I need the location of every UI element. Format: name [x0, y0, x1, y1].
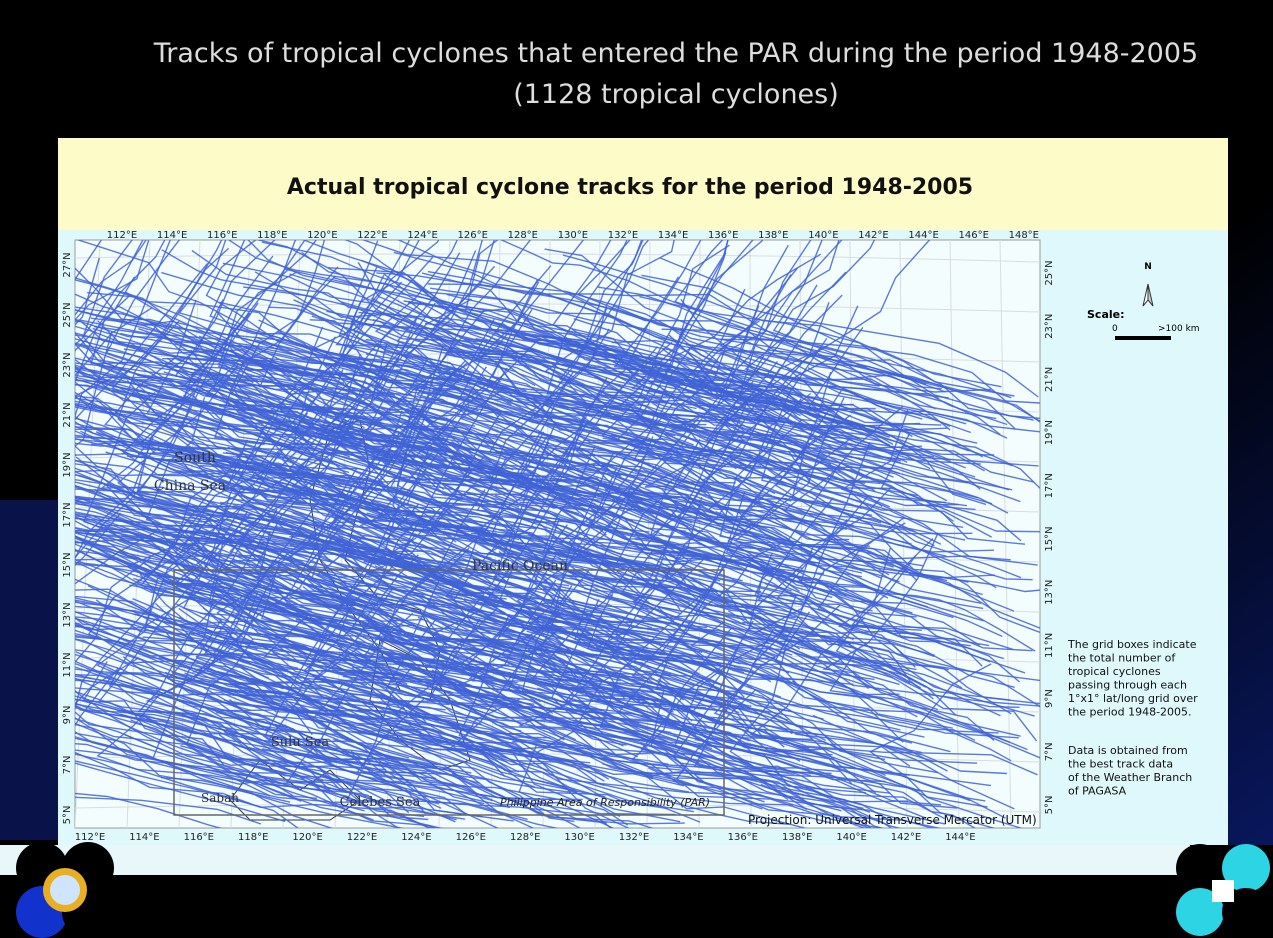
- top-longitude: 138°E: [758, 230, 788, 241]
- left-latitude: 21°N: [62, 402, 73, 427]
- projection: Projection: Universal Transverse Mercato…: [748, 813, 1037, 827]
- note-line: Data is obtained from: [1068, 744, 1188, 757]
- note-line: The grid boxes indicate: [1067, 638, 1197, 651]
- place-label: Celebes Sea: [340, 795, 421, 810]
- place-label: China Sea: [154, 478, 226, 494]
- top-longitude: 130°E: [558, 230, 588, 241]
- left-latitude: 15°N: [62, 552, 73, 577]
- top-longitude: 118°E: [257, 230, 287, 241]
- note-line: the period 1948-2005.: [1068, 706, 1192, 719]
- right-latitude: 11°N: [1044, 633, 1055, 658]
- bottom-longitude: 130°E: [564, 832, 594, 843]
- bottom-longitude: 114°E: [129, 832, 159, 843]
- left-latitude: 17°N: [62, 502, 73, 527]
- top-longitude: 134°E: [658, 230, 688, 241]
- right-latitude: 21°N: [1044, 367, 1055, 392]
- left-latitude: 13°N: [62, 602, 73, 627]
- left-latitude: 23°N: [62, 352, 73, 377]
- left-latitude: 25°N: [62, 302, 73, 327]
- slide: Tracks of tropical cyclones that entered…: [0, 0, 1273, 938]
- top-longitude: 148°E: [1009, 230, 1039, 241]
- top-longitude: 126°E: [457, 230, 487, 241]
- right-latitude: 13°N: [1044, 580, 1055, 605]
- left-latitude: 19°N: [62, 452, 73, 477]
- bottom-longitude: 144°E: [945, 832, 975, 843]
- top-longitude: 124°E: [407, 230, 437, 241]
- bottom-longitude: 126°E: [456, 832, 486, 843]
- left-latitude: 9°N: [62, 706, 73, 725]
- slide-subtitle: (1128 tropical cyclones): [513, 79, 839, 110]
- scale-bar: [1115, 336, 1171, 340]
- note-line: 1°x1° lat/long grid over: [1068, 692, 1198, 705]
- bottom-longitude: 124°E: [401, 832, 431, 843]
- top-longitude: 122°E: [357, 230, 387, 241]
- place-label: Sulu Sea: [271, 735, 330, 750]
- left-latitude: 11°N: [62, 652, 73, 677]
- right-latitude: 25°N: [1044, 260, 1055, 285]
- slide-title: Tracks of tropical cyclones that entered…: [153, 38, 1198, 69]
- note-line: tropical cyclones: [1068, 665, 1161, 678]
- left-latitude: 5°N: [62, 806, 73, 825]
- note-line: of the Weather Branch: [1068, 771, 1192, 784]
- right-latitude: 5°N: [1044, 796, 1055, 815]
- side-glow: [0, 500, 60, 840]
- bottom-longitude: 132°E: [619, 832, 649, 843]
- bottom-longitude: 112°E: [75, 832, 105, 843]
- bottom-longitude: 120°E: [292, 832, 322, 843]
- top-longitude: 146°E: [958, 230, 988, 241]
- right-latitude: 15°N: [1044, 526, 1055, 551]
- right-latitude: 23°N: [1044, 314, 1055, 339]
- bottom-longitude: 142°E: [891, 832, 921, 843]
- panel-title: Actual tropical cyclone tracks for the p…: [287, 175, 973, 200]
- note-line: of PAGASA: [1068, 785, 1127, 798]
- top-longitude: 142°E: [858, 230, 888, 241]
- place-label: Pacific Ocean: [472, 558, 568, 574]
- top-longitude: 114°E: [157, 230, 187, 241]
- north-label: N: [1144, 262, 1152, 272]
- left-latitude: 7°N: [62, 756, 73, 775]
- note-line: the total number of: [1068, 652, 1176, 665]
- scale-end: >100 km: [1158, 324, 1200, 334]
- top-longitude: 144°E: [908, 230, 938, 241]
- note-line: passing through each: [1068, 679, 1187, 692]
- top-longitude: 112°E: [107, 230, 137, 241]
- bottom-longitude: 136°E: [728, 832, 758, 843]
- footer-strip: [0, 845, 1190, 875]
- bottom-longitude: 122°E: [347, 832, 377, 843]
- right-latitude: 7°N: [1044, 742, 1055, 761]
- top-longitude: 116°E: [207, 230, 237, 241]
- top-longitude: 136°E: [708, 230, 738, 241]
- bottom-longitude: 116°E: [184, 832, 214, 843]
- place-label: Sabah: [201, 791, 239, 805]
- note-line: the best track data: [1068, 758, 1173, 771]
- right-latitude: 9°N: [1044, 689, 1055, 708]
- scale-start: 0: [1112, 324, 1118, 334]
- logo-left: [16, 842, 114, 938]
- bottom-longitude: 140°E: [836, 832, 866, 843]
- bottom-longitude: 138°E: [782, 832, 812, 843]
- par-label: Philippine Area of Responsibility (PAR): [500, 796, 710, 809]
- right-latitude: 17°N: [1044, 473, 1055, 498]
- bottom-longitude: 134°E: [673, 832, 703, 843]
- bottom-longitude: 128°E: [510, 832, 540, 843]
- bottom-longitude: 118°E: [238, 832, 268, 843]
- top-longitude: 120°E: [307, 230, 337, 241]
- left-latitude: 27°N: [62, 252, 73, 277]
- place-label: South: [174, 450, 216, 466]
- top-longitude: 140°E: [808, 230, 838, 241]
- right-latitude: 19°N: [1044, 420, 1055, 445]
- scale-title: Scale:: [1087, 308, 1125, 321]
- top-longitude: 128°E: [508, 230, 538, 241]
- top-longitude: 132°E: [608, 230, 638, 241]
